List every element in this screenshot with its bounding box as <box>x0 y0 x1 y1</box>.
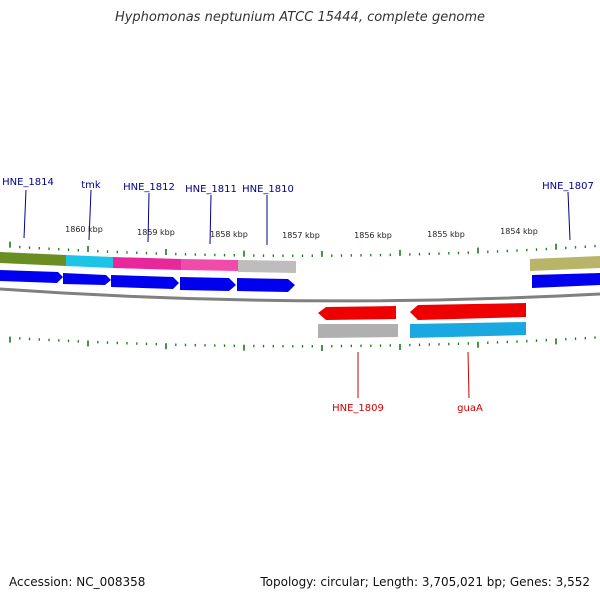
accession-text: Accession: NC_008358 <box>9 575 146 589</box>
gene-label-tmk[interactable]: tmk <box>81 180 101 191</box>
scale-label: 1858 kbp <box>210 230 248 239</box>
scale-label: 1856 kbp <box>354 231 392 240</box>
feature-band[interactable] <box>113 257 181 270</box>
leader-line <box>147 192 150 243</box>
genome-title: Hyphomonas neptunium ATCC 15444, complet… <box>114 10 486 25</box>
forward-cds-track <box>0 270 600 292</box>
gene-label-hne1811[interactable]: HNE_1811 <box>185 184 237 195</box>
gene-label-hne1809[interactable]: HNE_1809 <box>332 403 384 414</box>
scale-label: 1857 kbp <box>282 231 320 240</box>
leader-line <box>88 189 92 241</box>
scale-label: 1855 kbp <box>427 230 465 239</box>
forward-feature-ring <box>0 252 600 273</box>
cds-arrow[interactable] <box>410 303 526 320</box>
feature-band[interactable] <box>66 255 113 268</box>
cds-arrow[interactable] <box>318 306 396 320</box>
scale-label: 1860 kbp <box>65 225 103 234</box>
feature-band[interactable] <box>530 256 600 271</box>
leader-line <box>23 189 27 239</box>
reverse-gene-labels: HNE_1809 guaA <box>332 403 483 414</box>
gene-label-hne1814[interactable]: HNE_1814 <box>2 177 54 188</box>
cds-arrow[interactable] <box>237 278 295 292</box>
genome-summary-text: Topology: circular; Length: 3,705,021 bp… <box>260 575 590 589</box>
feature-band[interactable] <box>181 259 238 271</box>
feature-band[interactable] <box>0 252 66 266</box>
reverse-leader-lines <box>357 351 470 399</box>
cds-arrow[interactable] <box>111 275 179 289</box>
cds-arrow[interactable] <box>63 273 111 285</box>
cds-arrow[interactable] <box>0 270 63 283</box>
scale-label: 1859 kbp <box>137 228 175 237</box>
leader-line <box>567 191 571 241</box>
gene-label-hne1812[interactable]: HNE_1812 <box>123 182 175 193</box>
forward-leader-lines <box>23 189 571 245</box>
feature-band[interactable] <box>238 260 296 273</box>
reverse-feature-ring <box>318 322 526 338</box>
cds-arrow[interactable] <box>532 273 600 288</box>
lower-tick-row <box>9 336 596 351</box>
gene-label-guaa[interactable]: guaA <box>457 403 483 414</box>
gene-label-hne1807[interactable]: HNE_1807 <box>542 181 594 192</box>
gene-label-hne1810[interactable]: HNE_1810 <box>242 184 294 195</box>
leader-line <box>209 194 212 245</box>
scale-label: 1854 kbp <box>500 227 538 236</box>
reverse-cds-track <box>318 303 526 320</box>
feature-band[interactable] <box>318 324 398 338</box>
feature-band[interactable] <box>410 322 526 338</box>
forward-gene-labels: HNE_1814 tmk HNE_1812 HNE_1811 HNE_1810 … <box>2 177 594 195</box>
leader-line <box>467 351 470 399</box>
scale-labels: 1860 kbp 1859 kbp 1858 kbp 1857 kbp 1856… <box>65 225 538 240</box>
genome-backbone <box>0 287 600 303</box>
cds-arrow[interactable] <box>180 277 236 291</box>
upper-tick-row <box>9 241 596 257</box>
